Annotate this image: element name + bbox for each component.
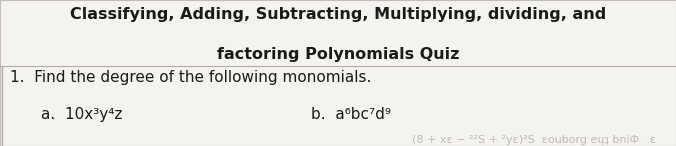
- Text: b.  a⁶bc⁷d⁹: b. a⁶bc⁷d⁹: [311, 107, 391, 122]
- Text: a.  10x³y⁴z: a. 10x³y⁴z: [41, 107, 122, 122]
- Text: (8 + xε − ²²S + ²yε)²S  εouborg eɥʇ bniФ  .ε: (8 + xε − ²²S + ²yε)²S εouborg eɥʇ bniФ …: [412, 135, 656, 145]
- Text: Classifying, Adding, Subtracting, Multiplying, dividing, and: Classifying, Adding, Subtracting, Multip…: [70, 7, 606, 22]
- Text: 1.  Find the degree of the following monomials.: 1. Find the degree of the following mono…: [10, 70, 372, 85]
- Text: factoring Polynomials Quiz: factoring Polynomials Quiz: [217, 47, 459, 62]
